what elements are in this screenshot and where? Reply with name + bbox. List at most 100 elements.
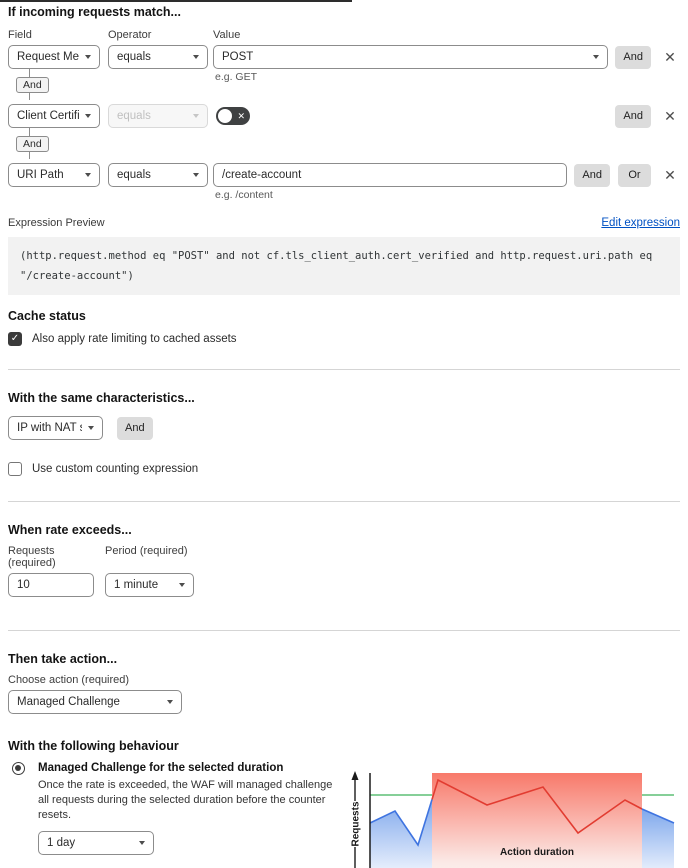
value-hint-1: e.g. GET: [215, 71, 258, 83]
duration-select[interactable]: 1 day: [38, 831, 154, 855]
behaviour-options: Managed Challenge for the selected durat…: [8, 761, 347, 868]
characteristic-select[interactable]: IP with NAT s...: [8, 416, 103, 440]
chevron-down-icon: [139, 841, 145, 845]
operator-select-1-value: equals: [117, 51, 151, 63]
value-column-label: Value: [213, 29, 241, 41]
field-select-1-value: Request Meth...: [17, 51, 79, 63]
section-title-cache: Cache status: [8, 309, 86, 323]
y-axis-label: Requests: [351, 801, 362, 846]
operator-select-2: equals: [108, 104, 208, 128]
behaviour-option-1-body: Managed Challenge for the selected durat…: [38, 761, 343, 855]
chevron-down-icon: [193, 173, 199, 177]
action-duration-annotation: Action duration: [500, 847, 574, 858]
rate-inputs: 1 minute: [8, 573, 680, 597]
condition-row-1: Request Meth... equals POST e.g. GET And…: [8, 45, 680, 83]
chevron-down-icon: [85, 114, 91, 118]
edit-expression-link[interactable]: Edit expression: [601, 217, 680, 229]
operator-select-3-value: equals: [117, 169, 151, 181]
field-select-3[interactable]: URI Path: [8, 163, 100, 187]
custom-expression-row: Use custom counting expression: [8, 462, 680, 476]
plot-axes: [369, 773, 371, 868]
period-select[interactable]: 1 minute: [105, 573, 194, 597]
section-title-behaviour: With the following behaviour: [8, 739, 179, 753]
add-characteristic-and-button[interactable]: And: [117, 416, 153, 440]
chevron-down-icon: [85, 173, 91, 177]
operator-select-2-value: equals: [117, 110, 151, 122]
field-select-3-value: URI Path: [17, 169, 64, 181]
divider: [8, 630, 680, 631]
requests-area-right: [642, 809, 674, 868]
requests-area-left: [370, 799, 432, 868]
requests-label: Requests (required): [8, 545, 56, 569]
action-select-value: Managed Challenge: [17, 696, 120, 708]
divider: [8, 369, 680, 370]
choose-action-label: Choose action (required): [8, 674, 130, 686]
cache-checkbox-row: ✓ Also apply rate limiting to cached ass…: [8, 332, 680, 346]
requests-input[interactable]: [8, 573, 94, 597]
add-or-button-3[interactable]: Or: [618, 163, 651, 187]
operator-select-1[interactable]: equals: [108, 45, 208, 69]
behaviour-option-1: Managed Challenge for the selected durat…: [8, 761, 343, 855]
characteristic-select-value: IP with NAT s...: [17, 422, 82, 434]
chevron-down-icon: [593, 55, 600, 59]
rate-labels: Requests (required) Period (required): [8, 545, 680, 569]
custom-counting-checkbox-label: Use custom counting expression: [32, 463, 199, 475]
arrow-up-icon: [351, 771, 359, 780]
behaviour-option-1-label: Managed Challenge for the selected durat…: [38, 762, 284, 774]
top-divider: [0, 0, 352, 2]
field-select-2[interactable]: Client Certific...: [8, 104, 100, 128]
and-connector-1: And: [8, 69, 128, 100]
add-and-button-3[interactable]: And: [574, 163, 610, 187]
custom-counting-checkbox[interactable]: [8, 462, 22, 476]
operator-column-label: Operator: [108, 29, 152, 41]
add-and-button-2[interactable]: And: [615, 104, 651, 128]
requests-line-right: [641, 808, 675, 824]
add-and-button-1[interactable]: And: [615, 45, 651, 69]
cached-assets-checkbox[interactable]: ✓: [8, 332, 22, 346]
chevron-down-icon: [85, 55, 91, 59]
condition-row-3: URI Path equals e.g. /content And Or ✕: [8, 163, 680, 201]
requests-line-left: [369, 799, 433, 847]
field-select-1[interactable]: Request Meth...: [8, 45, 100, 69]
field-select-2-value: Client Certific...: [17, 110, 79, 122]
toggle-x-icon: ✕: [237, 110, 245, 121]
value-select-1-value: POST: [222, 51, 254, 63]
value-cell-1: POST e.g. GET: [213, 45, 609, 83]
toggle-knob: [218, 109, 232, 123]
expression-code: (http.request.method eq "POST" and not c…: [8, 237, 680, 295]
and-connector-2: And: [8, 128, 128, 159]
value-hint-3: e.g. /content: [215, 189, 273, 201]
action-duration-chart: Requests Time Action duration: [351, 771, 675, 868]
cached-assets-checkbox-label: Also apply rate limiting to cached asset…: [32, 333, 237, 345]
value-cell-3: e.g. /content: [213, 163, 568, 201]
close-icon[interactable]: ✕: [664, 167, 676, 183]
behaviour-body: Managed Challenge for the selected durat…: [8, 761, 680, 868]
close-icon[interactable]: ✕: [664, 49, 676, 65]
period-label: Period (required): [105, 545, 188, 557]
characteristics-row: IP with NAT s... And: [8, 416, 680, 440]
chevron-down-icon: [193, 55, 199, 59]
value-input-3[interactable]: [213, 163, 568, 187]
field-column-label: Field: [8, 29, 32, 41]
chevron-down-icon: [167, 700, 173, 704]
close-icon[interactable]: ✕: [664, 108, 676, 124]
value-select-1[interactable]: POST: [213, 45, 609, 69]
cert-verified-toggle[interactable]: ✕: [216, 107, 250, 125]
divider: [8, 501, 680, 502]
duration-select-value: 1 day: [47, 837, 76, 849]
expression-preview-label: Expression Preview: [8, 217, 105, 229]
radio-managed-duration[interactable]: [12, 762, 25, 775]
section-title-characteristics: With the same characteristics...: [8, 391, 195, 405]
operator-select-3[interactable]: equals: [108, 163, 208, 187]
and-connector-chip[interactable]: And: [16, 135, 49, 152]
chevron-down-icon: [193, 114, 199, 118]
section-title-rate: When rate exceeds...: [8, 523, 132, 537]
requests-line-exceeded: [431, 778, 643, 835]
chevron-down-icon: [88, 426, 94, 430]
section-title-match: If incoming requests match...: [8, 5, 181, 19]
section-title-action: Then take action...: [8, 652, 118, 666]
chevron-down-icon: [179, 583, 185, 587]
and-connector-chip[interactable]: And: [16, 76, 49, 93]
action-select[interactable]: Managed Challenge: [8, 690, 182, 714]
condition-row-2: Client Certific... equals ✕ And ✕: [8, 104, 680, 128]
